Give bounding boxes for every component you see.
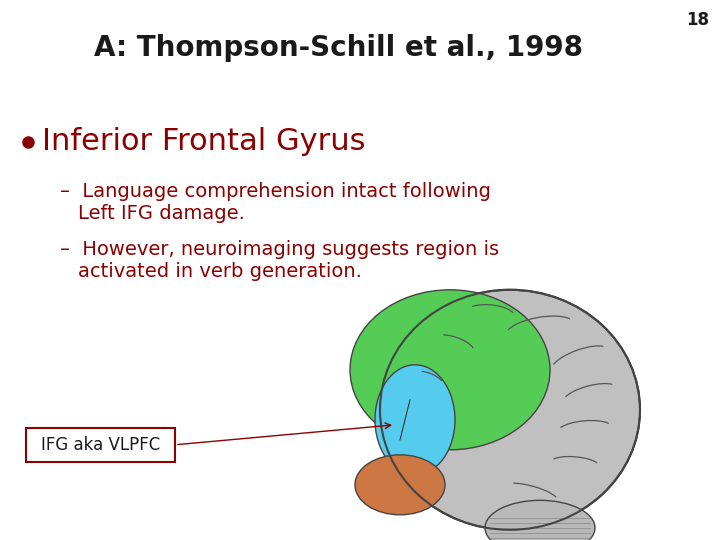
Ellipse shape [375, 365, 455, 475]
Text: A: Thompson-Schill et al., 1998: A: Thompson-Schill et al., 1998 [94, 33, 582, 62]
Text: Inferior Frontal Gyrus: Inferior Frontal Gyrus [42, 127, 366, 156]
Text: 18: 18 [686, 11, 709, 29]
Text: IFG aka VLPFC: IFG aka VLPFC [41, 436, 160, 454]
Text: –  Language comprehension intact following: – Language comprehension intact followin… [60, 183, 491, 201]
Text: –  However, neuroimaging suggests region is: – However, neuroimaging suggests region … [60, 240, 499, 259]
Ellipse shape [350, 290, 550, 450]
FancyBboxPatch shape [26, 428, 175, 462]
Text: activated in verb generation.: activated in verb generation. [78, 262, 362, 281]
Ellipse shape [485, 500, 595, 540]
Ellipse shape [380, 290, 640, 530]
Ellipse shape [355, 455, 445, 515]
Text: Left IFG damage.: Left IFG damage. [78, 204, 245, 224]
